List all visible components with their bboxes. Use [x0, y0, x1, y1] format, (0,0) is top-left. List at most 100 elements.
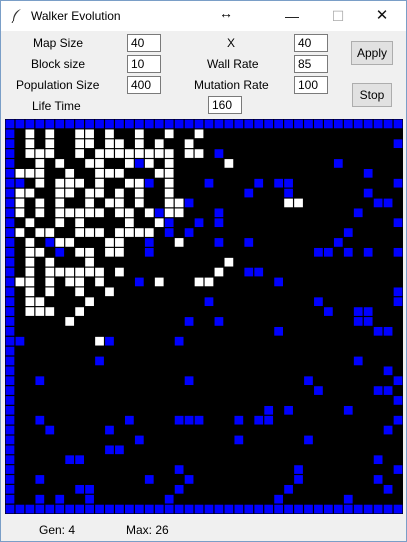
walker-cell [85, 188, 94, 198]
wall-cell [214, 119, 224, 129]
wall-cell [314, 386, 323, 395]
walker-cell [85, 198, 94, 208]
minimize-button[interactable]: — [285, 8, 299, 24]
wall-cell [5, 415, 15, 425]
wall-cell [373, 119, 383, 129]
wall-cell [324, 247, 333, 257]
wall-cell [5, 465, 15, 474]
map-size-input[interactable]: 40 [127, 34, 161, 52]
wall-cell [25, 119, 35, 129]
wall-cell [55, 247, 65, 257]
block-size-input[interactable]: 10 [127, 55, 161, 73]
wall-rate-input[interactable]: 85 [294, 55, 328, 73]
wall-cell [154, 208, 164, 218]
wall-cell [174, 484, 184, 494]
wall-cell [363, 168, 373, 178]
wall-cell [5, 494, 15, 504]
wall-cell [35, 494, 45, 504]
wall-cell [363, 188, 373, 198]
wall-cell [105, 445, 114, 455]
walker-cell [45, 257, 55, 267]
wall-cell [343, 405, 353, 415]
walker-cell [25, 218, 35, 228]
walker-cell [25, 139, 35, 149]
wall-cell [304, 435, 313, 445]
walker-cell [15, 208, 25, 218]
walker-cell [25, 277, 35, 287]
wall-cell [75, 119, 84, 129]
walker-cell [125, 178, 134, 188]
walker-cell [194, 129, 204, 139]
wall-cell [115, 445, 124, 455]
window-title: Walker Evolution [31, 9, 121, 23]
walker-cell [85, 297, 94, 307]
wall-cell [75, 455, 84, 465]
wall-cell [184, 228, 194, 237]
walker-cell [25, 129, 35, 139]
wall-cell [5, 396, 15, 405]
wall-cell [363, 317, 373, 326]
wall-cell [214, 208, 224, 218]
map-size-label: Map Size [33, 36, 84, 50]
wall-cell [5, 139, 15, 149]
wall-cell [393, 178, 403, 188]
wall-cell [95, 356, 104, 366]
walker-cell [105, 198, 114, 208]
walker-cell [35, 297, 45, 307]
title-bar[interactable]: Walker Evolution ↔ — ☐ ✕ [1, 1, 406, 31]
close-button[interactable]: ✕ [375, 7, 389, 24]
walker-cell [35, 307, 45, 316]
wall-cell [134, 159, 144, 168]
wall-cell [184, 504, 194, 514]
wall-cell [284, 405, 293, 415]
wall-cell [5, 119, 15, 129]
population-size-label: Population Size [16, 78, 100, 92]
wall-cell [324, 504, 333, 514]
walker-cell [115, 198, 124, 208]
population-size-input[interactable]: 400 [127, 76, 161, 94]
walker-cell [75, 149, 84, 158]
wall-cell [85, 119, 94, 129]
walker-cell [25, 247, 35, 257]
wall-cell [5, 336, 15, 346]
wall-cell [5, 218, 15, 228]
wall-cell [65, 504, 75, 514]
walker-cell [25, 287, 35, 297]
wall-cell [244, 119, 254, 129]
wall-cell [184, 119, 194, 129]
wall-cell [393, 218, 403, 228]
stop-button[interactable]: Stop [352, 83, 392, 107]
wall-cell [324, 307, 333, 316]
walker-cell [224, 257, 234, 267]
wall-cell [333, 119, 343, 129]
walker-cell [164, 208, 174, 218]
walker-cell [125, 159, 134, 168]
life-time-input[interactable]: 160 [208, 96, 242, 114]
walker-cell [224, 159, 234, 168]
wall-cell [5, 277, 15, 287]
walker-cell [25, 238, 35, 247]
walker-cell [95, 188, 104, 198]
wall-cell [234, 435, 244, 445]
walker-cell [115, 168, 124, 178]
apply-button[interactable]: Apply [351, 41, 393, 65]
wall-cell [5, 168, 15, 178]
x-input[interactable]: 40 [294, 34, 328, 52]
wall-cell [5, 159, 15, 168]
walker-cell [35, 168, 45, 178]
maximize-button[interactable]: ☐ [331, 8, 345, 24]
wall-cell [95, 119, 104, 129]
walker-cell [85, 129, 94, 139]
wall-cell [134, 435, 144, 445]
walker-cell [15, 228, 25, 237]
walker-cell [134, 178, 144, 188]
mutation-rate-input[interactable]: 100 [294, 76, 328, 94]
walker-cell [95, 267, 104, 277]
wall-cell [5, 435, 15, 445]
feather-icon [11, 9, 21, 23]
wall-cell [393, 139, 403, 149]
wall-cell [383, 198, 393, 208]
wall-cell [144, 119, 154, 129]
wall-cell [333, 159, 343, 168]
walker-cell [35, 149, 45, 158]
